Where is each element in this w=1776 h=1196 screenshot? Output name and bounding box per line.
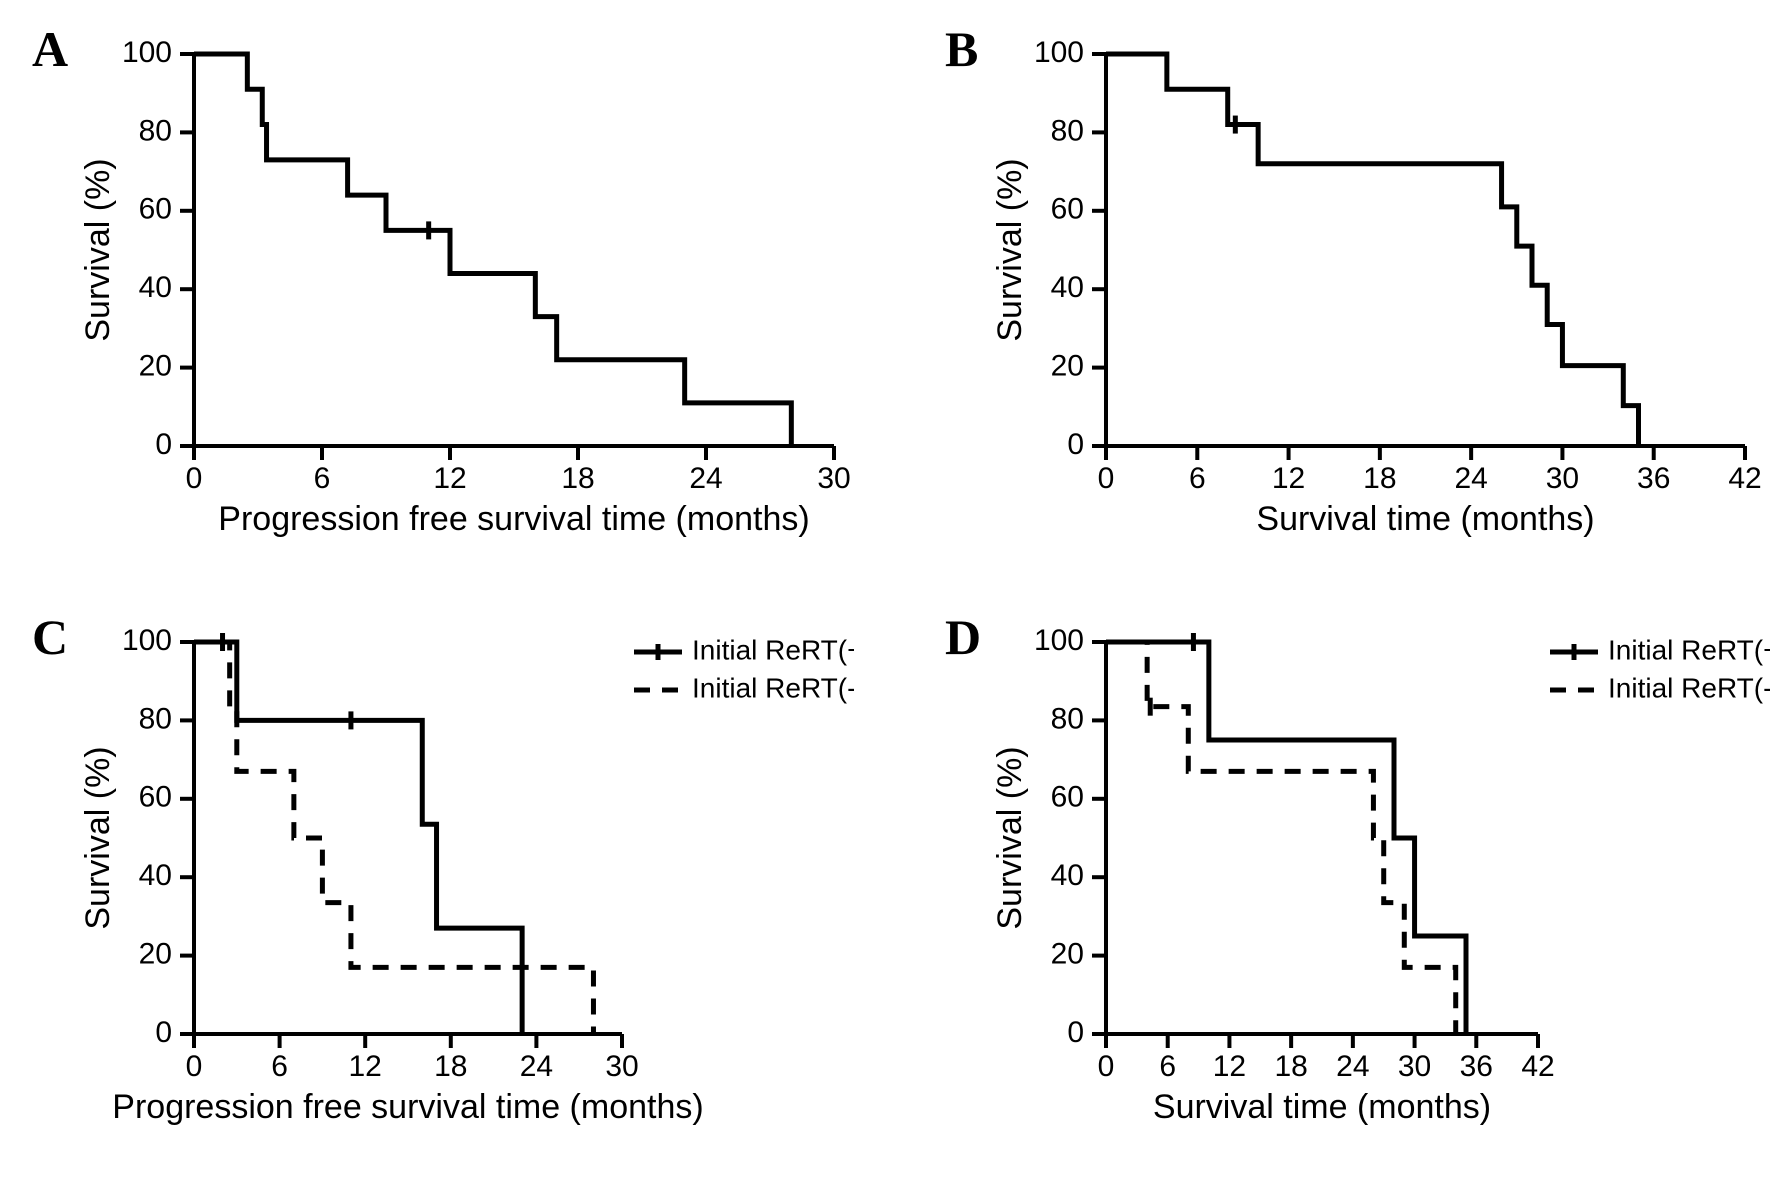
x-tick-label: 24 <box>1336 1050 1369 1083</box>
x-tick-label: 36 <box>1637 462 1670 495</box>
y-tick-label: 20 <box>139 938 172 971</box>
y-tick-label: 20 <box>139 350 172 383</box>
panel-c: 0 20 40 60 80 100 0 6 12 18 24 30 Survival (%) Progre… <box>64 620 854 1140</box>
x-tick-label: 12 <box>1213 1050 1246 1083</box>
km-curve-rert_pos <box>194 642 522 1034</box>
x-tick-label: 6 <box>314 462 331 495</box>
y-tick-label: 60 <box>1051 781 1084 814</box>
x-tick-label: 0 <box>186 462 203 495</box>
x-tick-label: 12 <box>433 462 466 495</box>
y-tick-label: 40 <box>139 859 172 892</box>
x-tick-label: 18 <box>1363 462 1396 495</box>
y-tick-label: 80 <box>139 114 172 147</box>
panel-label-b: B <box>945 20 978 78</box>
y-tick-label: 80 <box>139 702 172 735</box>
y-axis-title: Survival (%) <box>79 158 117 341</box>
km-curve-rert_neg <box>194 642 593 1034</box>
panel-d: 0 20 40 60 80 100 0 6 12 18 24 30 36 42 Survival (%) Su… <box>980 620 1770 1140</box>
x-tick-label: 0 <box>1098 462 1115 495</box>
chart-svg: 0 20 40 60 80 100 0 6 12 18 24 30 Survival (%) Progre… <box>64 30 854 550</box>
y-tick-label: 0 <box>155 1016 172 1049</box>
panel-label-c: C <box>32 608 68 666</box>
x-tick-label: 36 <box>1460 1050 1493 1083</box>
x-tick-label: 0 <box>1098 1050 1115 1083</box>
panel-label-a: A <box>32 20 68 78</box>
km-curve-rert_pos <box>1106 642 1466 1034</box>
panel-a: 0 20 40 60 80 100 0 6 12 18 24 30 Survival (%) Progre… <box>64 30 854 550</box>
y-tick-label: 100 <box>1034 36 1084 69</box>
y-tick-label: 0 <box>155 428 172 461</box>
x-tick-label: 6 <box>1189 462 1206 495</box>
x-tick-label: 24 <box>689 462 722 495</box>
km-curve-overall <box>194 54 791 446</box>
y-tick-label: 60 <box>139 781 172 814</box>
x-tick-label: 0 <box>186 1050 203 1083</box>
legend-label: Initial ReRT(+) <box>692 634 854 665</box>
y-tick-label: 40 <box>139 271 172 304</box>
x-axis-title: Progression free survival time (months) <box>218 500 809 538</box>
x-tick-label: 18 <box>561 462 594 495</box>
y-tick-label: 80 <box>1051 702 1084 735</box>
chart-svg: 0 20 40 60 80 100 0 6 12 18 24 30 36 42 Survival (%) Su… <box>980 30 1770 550</box>
x-tick-label: 30 <box>605 1050 638 1083</box>
y-tick-label: 60 <box>1051 193 1084 226</box>
x-tick-label: 24 <box>1454 462 1487 495</box>
legend-label: Initial ReRT(+) <box>1608 634 1770 665</box>
x-tick-label: 30 <box>1398 1050 1431 1083</box>
x-tick-label: 42 <box>1728 462 1761 495</box>
y-axis-title: Survival (%) <box>991 158 1029 341</box>
legend-label: Initial ReRT(-) <box>1608 672 1770 703</box>
y-tick-label: 0 <box>1067 428 1084 461</box>
x-tick-label: 42 <box>1521 1050 1554 1083</box>
y-tick-label: 100 <box>122 624 172 657</box>
panel-b: 0 20 40 60 80 100 0 6 12 18 24 30 36 42 Survival (%) Su… <box>980 30 1770 550</box>
y-tick-label: 60 <box>139 193 172 226</box>
km-curve-overall <box>1106 54 1639 446</box>
x-tick-label: 30 <box>817 462 850 495</box>
y-tick-label: 100 <box>1034 624 1084 657</box>
x-tick-label: 30 <box>1546 462 1579 495</box>
y-tick-label: 100 <box>122 36 172 69</box>
x-axis-title: Survival time (months) <box>1153 1088 1491 1126</box>
panel-label-d: D <box>945 608 981 666</box>
x-tick-label: 6 <box>1159 1050 1176 1083</box>
y-tick-label: 20 <box>1051 350 1084 383</box>
y-tick-label: 40 <box>1051 271 1084 304</box>
chart-svg: 0 20 40 60 80 100 0 6 12 18 24 30 36 42 Survival (%) Su… <box>980 620 1770 1140</box>
y-tick-label: 0 <box>1067 1016 1084 1049</box>
survival-figure: A0204060801000612182430Survival (%)Progr… <box>20 20 1776 1176</box>
x-axis-title: Progression free survival time (months) <box>112 1088 703 1126</box>
x-tick-label: 18 <box>434 1050 467 1083</box>
x-tick-label: 6 <box>271 1050 288 1083</box>
y-tick-label: 20 <box>1051 938 1084 971</box>
y-axis-title: Survival (%) <box>79 746 117 929</box>
x-axis-title: Survival time (months) <box>1256 500 1594 538</box>
y-tick-label: 40 <box>1051 859 1084 892</box>
x-tick-label: 12 <box>349 1050 382 1083</box>
y-tick-label: 80 <box>1051 114 1084 147</box>
x-tick-label: 24 <box>520 1050 553 1083</box>
x-tick-label: 18 <box>1274 1050 1307 1083</box>
chart-svg: 0 20 40 60 80 100 0 6 12 18 24 30 Survival (%) Progre… <box>64 620 854 1140</box>
x-tick-label: 12 <box>1272 462 1305 495</box>
legend-label: Initial ReRT(-) <box>692 672 854 703</box>
y-axis-title: Survival (%) <box>991 746 1029 929</box>
